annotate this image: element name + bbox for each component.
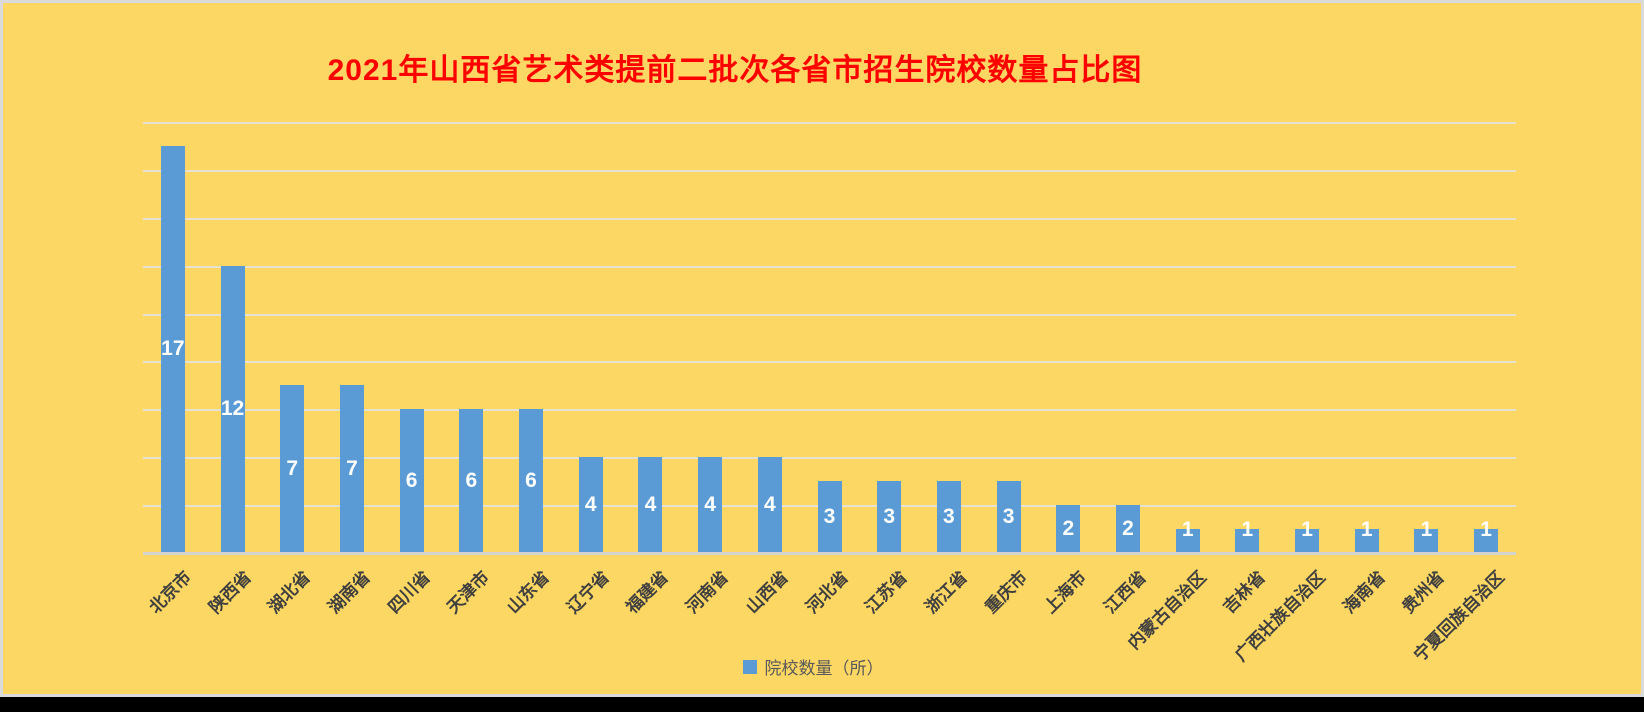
chart-panel: 2021年山西省艺术类提前二批次各省市招生院校数量占比图 17 北京市 12 陕西省 7…	[0, 0, 1644, 697]
bar	[1175, 529, 1200, 553]
bar-value-label: 1	[1301, 518, 1313, 542]
bar	[280, 385, 305, 553]
bar	[698, 457, 723, 553]
x-axis-label: 上海市	[1040, 567, 1091, 618]
x-axis-label: 四川省	[384, 567, 434, 618]
x-axis-label: 贵州省	[1398, 567, 1449, 618]
bar	[1235, 529, 1260, 553]
legend-swatch-icon	[742, 659, 757, 674]
gridline	[143, 121, 1516, 124]
bar-value-label: 6	[525, 469, 537, 493]
bar	[519, 409, 544, 553]
x-axis-label: 山东省	[503, 567, 553, 618]
bar	[757, 457, 782, 553]
legend-series-label: 院校数量（所）	[764, 659, 884, 678]
x-axis-label: 福建省	[622, 567, 673, 618]
bar-value-label: 4	[704, 493, 716, 517]
x-axis-label: 浙江省	[921, 567, 971, 618]
plot-area: 17 北京市 12 陕西省 7 湖北省 7 湖南省 6 四川省 6 天津市 6 山东省 4 辽宁省 4 福建省 4 河…	[3, 3, 1641, 694]
gridline	[143, 169, 1516, 172]
bar-value-label: 7	[346, 457, 358, 481]
x-axis-label: 陕西省	[205, 567, 255, 618]
bar	[578, 457, 603, 553]
bar-value-label: 4	[584, 493, 597, 517]
gridline	[143, 217, 1516, 220]
bar-value-label: 7	[286, 457, 299, 481]
bar	[638, 457, 663, 553]
bar-value-label: 1	[1360, 518, 1373, 542]
x-axis-label: 湖北省	[264, 567, 315, 618]
bar-value-label: 4	[644, 493, 657, 517]
bar-value-label: 3	[823, 505, 836, 529]
bar-value-label: 3	[883, 505, 896, 529]
bar	[399, 409, 424, 553]
gridline	[143, 409, 1516, 412]
bar-value-label: 6	[465, 469, 478, 493]
gridline	[143, 265, 1516, 268]
x-axis-label: 吉林省	[1219, 567, 1270, 618]
bar-value-label: 6	[405, 469, 418, 493]
bar-value-label: 4	[763, 493, 776, 517]
bar	[1414, 529, 1439, 553]
x-axis-label: 江西省	[1100, 567, 1150, 618]
bar-value-label: 1	[1480, 518, 1492, 542]
letterbox-strip	[0, 697, 1644, 712]
x-axis-label: 湖南省	[324, 567, 374, 618]
x-axis-line	[143, 552, 1516, 555]
bar-value-label: 1	[1241, 518, 1254, 542]
x-axis-label: 北京市	[145, 567, 195, 618]
bar-value-label: 1	[1420, 518, 1433, 542]
bar-value-label: 12	[220, 397, 245, 421]
x-axis-label: 河北省	[801, 567, 852, 618]
bar	[1474, 529, 1499, 553]
gridline	[143, 361, 1516, 364]
gridline	[143, 313, 1516, 316]
bar-value-label: 3	[1002, 505, 1015, 529]
legend: 院校数量（所）	[0, 654, 1629, 679]
bar	[996, 481, 1021, 553]
bar	[459, 409, 484, 553]
bar	[877, 481, 902, 553]
bar	[339, 385, 364, 553]
bar	[1115, 505, 1140, 553]
bar-value-label: 17	[161, 337, 185, 361]
bar	[817, 481, 842, 553]
x-axis-label: 河南省	[682, 567, 733, 618]
bar-value-label: 2	[1122, 517, 1134, 541]
x-axis-label: 辽宁省	[563, 567, 613, 618]
bar-value-label: 2	[1062, 517, 1075, 541]
bar	[220, 265, 245, 553]
bar	[1056, 505, 1081, 553]
x-axis-label: 江苏省	[861, 567, 912, 618]
x-axis-label: 天津市	[443, 567, 494, 618]
x-axis-label: 海南省	[1339, 567, 1389, 618]
chart-title: 2021年山西省艺术类提前二批次各省市招生院校数量占比图	[327, 54, 1143, 87]
x-axis-label: 山西省	[742, 567, 792, 618]
bar	[1354, 529, 1379, 553]
bar	[1295, 529, 1320, 553]
bar	[936, 481, 961, 553]
x-axis-label: 重庆市	[981, 567, 1031, 618]
bar-value-label: 1	[1181, 518, 1194, 542]
gridline	[143, 457, 1516, 460]
bar-value-label: 3	[943, 505, 955, 529]
bar	[160, 145, 185, 553]
